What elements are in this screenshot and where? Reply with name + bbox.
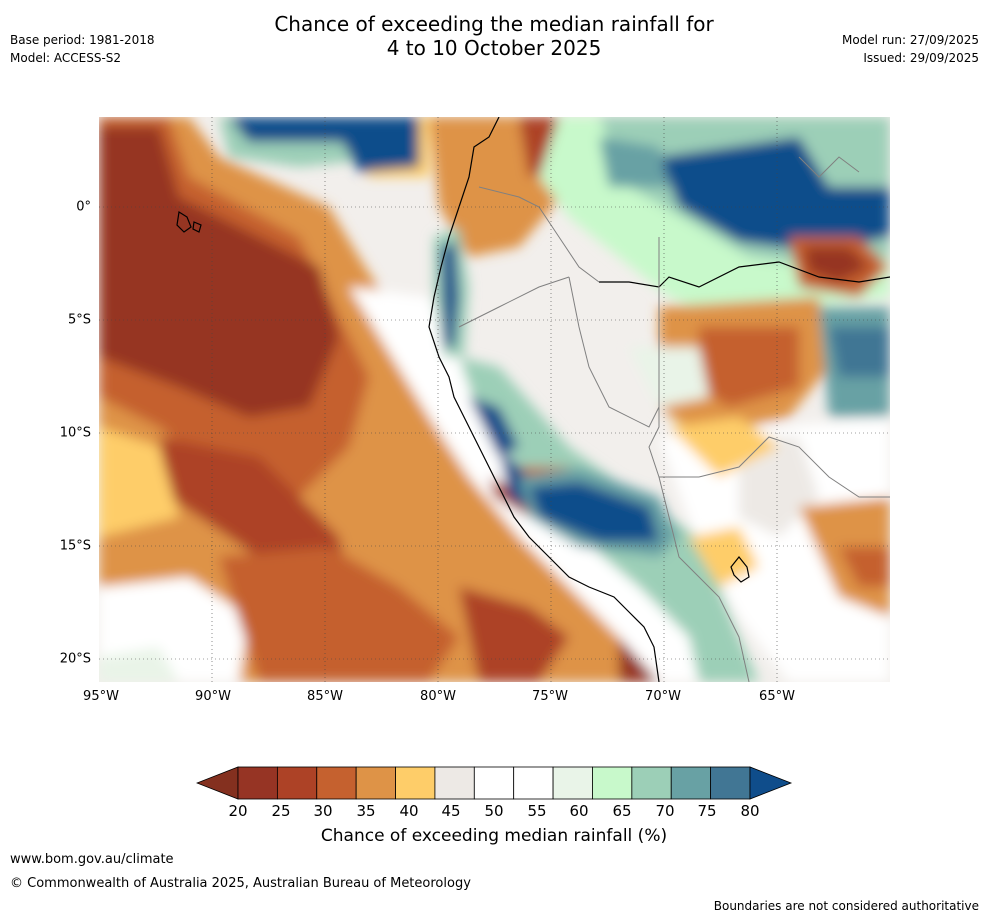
colorbar-cell bbox=[631, 766, 672, 800]
x-axis-label: 70°W bbox=[645, 689, 681, 704]
x-axis-label: 85°W bbox=[307, 689, 343, 704]
colorbar-cell bbox=[355, 766, 396, 800]
y-axis-label: 5°S bbox=[67, 312, 91, 328]
copyright-notice: © Commonwealth of Australia 2025, Austra… bbox=[10, 876, 471, 891]
x-axis-label: 65°W bbox=[759, 689, 795, 704]
country-borders bbox=[458, 156, 890, 682]
x-axis-label: 90°W bbox=[195, 689, 231, 704]
base-period: Base period: 1981-2018 bbox=[10, 33, 155, 47]
title-line-1: Chance of exceeding the median rainfall … bbox=[274, 12, 714, 36]
colorbar-tick: 25 bbox=[271, 802, 291, 820]
colorbar-tick: 30 bbox=[313, 802, 333, 820]
rainfall-map-svg bbox=[99, 117, 890, 682]
x-axis-label: 80°W bbox=[420, 689, 456, 704]
colorbar-cell bbox=[670, 766, 712, 800]
y-axis-label: 20°S bbox=[59, 651, 91, 667]
colorbar-high-arrow bbox=[749, 766, 793, 800]
y-axis-label: 15°S bbox=[59, 538, 91, 554]
colorbar-cell bbox=[237, 766, 278, 800]
model-name: Model: ACCESS-S2 bbox=[10, 51, 122, 65]
y-axis-label: 10°S bbox=[59, 425, 91, 441]
rainfall-map bbox=[99, 117, 890, 682]
colorbar-cell bbox=[276, 766, 318, 800]
colorbar-cell bbox=[592, 766, 633, 800]
colorbar-tick: 20 bbox=[228, 802, 248, 820]
probability-field bbox=[99, 117, 890, 682]
colorbar-low-arrow bbox=[196, 766, 239, 800]
map-title: Chance of exceeding the median rainfall … bbox=[0, 12, 988, 60]
x-axis-label: 95°W bbox=[83, 689, 119, 704]
colorbar-tick: 65 bbox=[612, 802, 632, 820]
colorbar-cell bbox=[434, 766, 475, 800]
colorbar-tick: 80 bbox=[740, 802, 760, 820]
x-axis-label: 75°W bbox=[532, 689, 568, 704]
colorbar-tick: 75 bbox=[697, 802, 717, 820]
colorbar-tick: 60 bbox=[569, 802, 589, 820]
colorbar-tick: 35 bbox=[356, 802, 376, 820]
coastline bbox=[176, 117, 890, 682]
colorbar-title: Chance of exceeding median rainfall (%) bbox=[320, 826, 668, 846]
colorbar-tick: 50 bbox=[484, 802, 504, 820]
colorbar-cell bbox=[316, 766, 357, 800]
colorbar bbox=[196, 766, 793, 800]
colorbar-cell bbox=[710, 766, 751, 800]
colorbar-cell bbox=[473, 766, 515, 800]
issued-date: Issued: 29/09/2025 bbox=[863, 51, 979, 65]
title-line-2: 4 to 10 October 2025 bbox=[386, 36, 602, 60]
website-link[interactable]: www.bom.gov.au/climate bbox=[10, 852, 174, 867]
colorbar-tick: 55 bbox=[527, 802, 547, 820]
colorbar-tick: 40 bbox=[399, 802, 419, 820]
colorbar-cell bbox=[395, 766, 436, 800]
colorbar-cell bbox=[552, 766, 593, 800]
colorbar-cells bbox=[237, 766, 751, 800]
colorbar-cell bbox=[513, 766, 554, 800]
colorbar-tick: 70 bbox=[655, 802, 675, 820]
y-axis-label: 0° bbox=[76, 199, 91, 215]
colorbar-tick: 45 bbox=[441, 802, 461, 820]
model-run: Model run: 27/09/2025 bbox=[841, 33, 979, 47]
boundary-disclaimer: Boundaries are not considered authoritat… bbox=[713, 899, 979, 913]
